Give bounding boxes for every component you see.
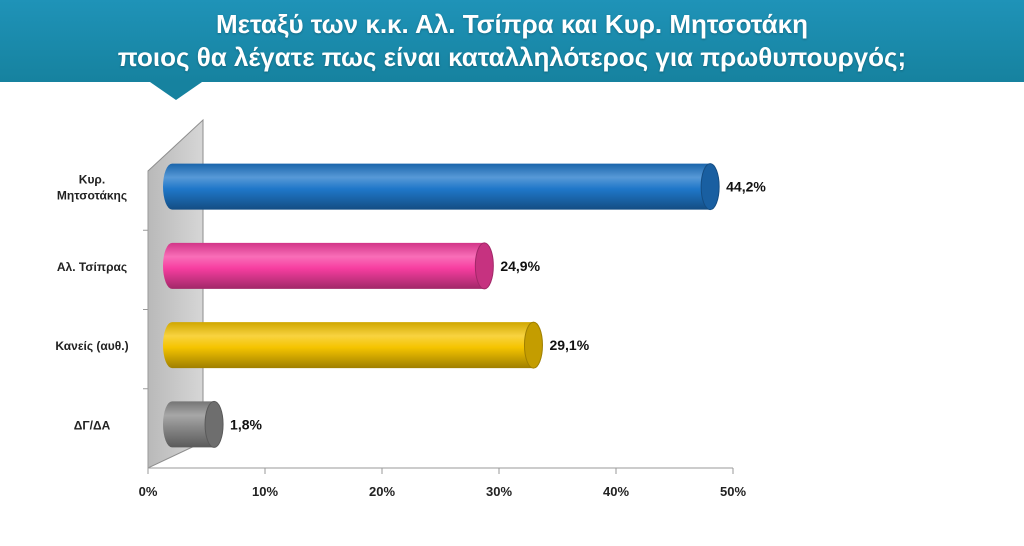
bar-2 <box>163 322 534 369</box>
chart-title-line-2: ποιος θα λέγατε πως είναι καταλληλότερος… <box>117 42 907 72</box>
x-tick-label-30: 30% <box>486 484 512 499</box>
value-label-2: 29,1% <box>549 337 589 353</box>
bar-cap-1 <box>474 242 494 290</box>
bar-cap-3 <box>204 400 224 448</box>
x-tick-label-50: 50% <box>720 484 746 499</box>
category-label-2-0: Κανείς (αυθ.) <box>55 339 128 353</box>
bar-1 <box>163 242 485 289</box>
category-label-1-0: Αλ. Τσίπρας <box>57 260 127 274</box>
banner-pointer <box>150 82 202 100</box>
bar-3 <box>163 401 215 448</box>
category-label-0-0: Κυρ. <box>79 173 105 187</box>
bar-cap-0 <box>700 163 720 211</box>
bar-cap-2 <box>523 321 543 369</box>
x-tick-label-40: 40% <box>603 484 629 499</box>
x-tick-label-20: 20% <box>369 484 395 499</box>
value-label-0: 44,2% <box>726 179 766 195</box>
x-tick-label-0: 0% <box>139 484 158 499</box>
x-tick-label-10: 10% <box>252 484 278 499</box>
category-label-0-1: Μητσοτάκης <box>57 189 127 203</box>
value-label-1: 24,9% <box>500 258 540 274</box>
value-label-3: 1,8% <box>230 416 262 432</box>
chart-title-line-1: Μεταξύ των κ.κ. Αλ. Τσίπρα και Κυρ. Μητσ… <box>216 9 808 39</box>
category-label-3-0: ΔΓ/ΔΑ <box>74 418 111 432</box>
title-banner: Μεταξύ των κ.κ. Αλ. Τσίπρα και Κυρ. Μητσ… <box>0 0 1024 82</box>
bar-0 <box>163 163 711 210</box>
